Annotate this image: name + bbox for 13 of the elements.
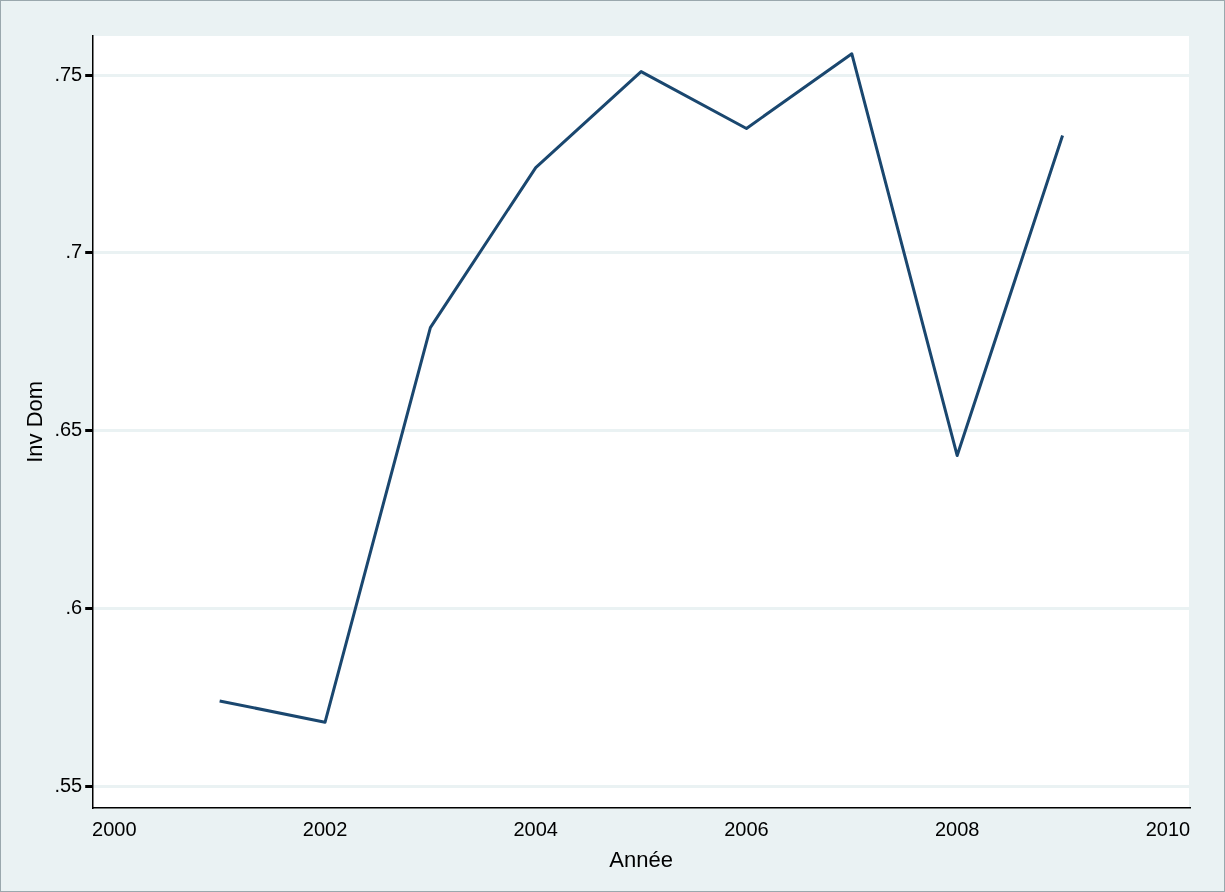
y-tick-label: .75 (54, 62, 83, 85)
y-tick-label: .6 (65, 595, 83, 618)
x-tick-label: 2008 (934, 818, 980, 841)
x-tick-label: 2006 (724, 818, 769, 841)
x-axis-title: Année (609, 846, 673, 872)
x-tick-label: 2000 (92, 818, 137, 841)
y-axis-title: Inv Dom (22, 380, 48, 463)
x-tick-label: 2004 (513, 818, 558, 841)
x-tick-label: 2002 (302, 818, 348, 841)
y-tick-label: .55 (54, 773, 83, 796)
x-tick-label: 2010 (1145, 818, 1191, 841)
y-tick-label: .65 (54, 418, 83, 441)
y-tick-label: .7 (65, 240, 83, 263)
